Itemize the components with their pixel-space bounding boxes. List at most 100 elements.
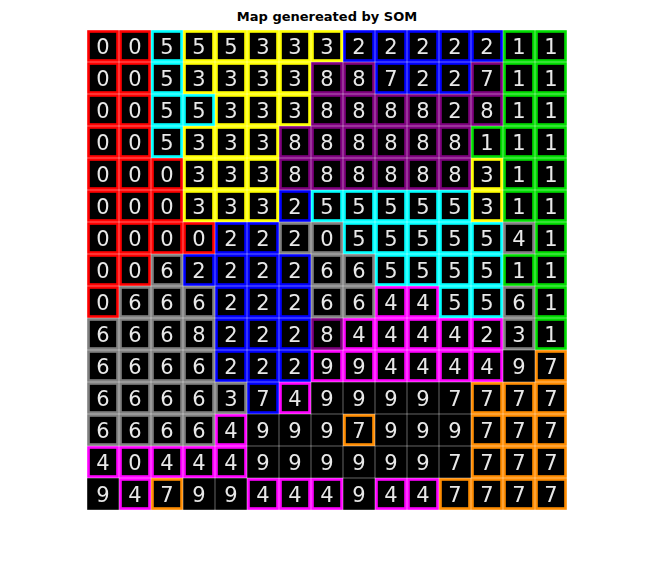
cell-digit: 4 bbox=[224, 419, 237, 443]
cell-border bbox=[249, 416, 278, 445]
cell-digit: 6 bbox=[128, 291, 141, 315]
cell: 2 bbox=[281, 192, 310, 221]
cell: 2 bbox=[345, 32, 374, 61]
cell-border bbox=[345, 224, 374, 253]
cell: 2 bbox=[249, 288, 278, 317]
cell-border bbox=[409, 448, 438, 477]
cell-digit: 3 bbox=[224, 195, 237, 219]
cell: 1 bbox=[505, 160, 534, 189]
cell-digit: 7 bbox=[448, 451, 461, 475]
cell-border bbox=[249, 128, 278, 157]
cell-border bbox=[217, 320, 246, 349]
cell-digit: 8 bbox=[352, 99, 365, 123]
cell: 7 bbox=[249, 384, 278, 413]
cell-digit: 0 bbox=[128, 67, 141, 91]
cell-border bbox=[281, 384, 310, 413]
grid-row: 666622299444497 bbox=[89, 352, 566, 381]
cell-digit: 7 bbox=[480, 419, 493, 443]
cell-digit: 5 bbox=[416, 259, 429, 283]
cell-digit: 6 bbox=[352, 291, 365, 315]
cell-border bbox=[153, 352, 182, 381]
cell: 7 bbox=[505, 416, 534, 445]
cell-border bbox=[441, 32, 470, 61]
cell-digit: 8 bbox=[480, 99, 493, 123]
cell-digit: 6 bbox=[192, 291, 205, 315]
cell-digit: 6 bbox=[160, 259, 173, 283]
cell-border bbox=[537, 320, 566, 349]
cell-digit: 8 bbox=[320, 163, 333, 187]
cell-border bbox=[185, 416, 214, 445]
cell-border bbox=[217, 352, 246, 381]
cell-border bbox=[185, 288, 214, 317]
cell-digit: 5 bbox=[448, 291, 461, 315]
cell-border bbox=[377, 448, 406, 477]
cell: 5 bbox=[377, 192, 406, 221]
cell-digit: 7 bbox=[480, 451, 493, 475]
cell: 1 bbox=[537, 288, 566, 317]
cell-border bbox=[89, 192, 118, 221]
cell: 1 bbox=[537, 256, 566, 285]
cell-border bbox=[249, 320, 278, 349]
cell-digit: 8 bbox=[352, 131, 365, 155]
cell: 2 bbox=[249, 320, 278, 349]
cell: 4 bbox=[377, 352, 406, 381]
cell-border bbox=[441, 160, 470, 189]
cell-digit: 2 bbox=[288, 355, 301, 379]
cell-border bbox=[409, 96, 438, 125]
grid-row: 066622266445561 bbox=[89, 288, 566, 317]
cell-digit: 2 bbox=[256, 323, 269, 347]
cell: 2 bbox=[217, 256, 246, 285]
cell-digit: 0 bbox=[96, 35, 109, 59]
cell-digit: 3 bbox=[224, 387, 237, 411]
cell: 4 bbox=[377, 480, 406, 509]
cell-digit: 8 bbox=[288, 163, 301, 187]
cell-border bbox=[121, 480, 150, 509]
cell-digit: 0 bbox=[128, 99, 141, 123]
cell-digit: 0 bbox=[128, 195, 141, 219]
cell-border bbox=[505, 128, 534, 157]
cell: 2 bbox=[249, 256, 278, 285]
cell-border bbox=[345, 64, 374, 93]
cell-border bbox=[473, 96, 502, 125]
cell-digit: 3 bbox=[192, 195, 205, 219]
cell-border bbox=[281, 64, 310, 93]
cell-digit: 6 bbox=[160, 387, 173, 411]
cell-digit: 1 bbox=[544, 67, 557, 91]
cell-border bbox=[217, 256, 246, 285]
cell-digit: 9 bbox=[416, 387, 429, 411]
cell-border bbox=[409, 192, 438, 221]
cell-border bbox=[409, 384, 438, 413]
cell-digit: 8 bbox=[288, 131, 301, 155]
cell-border bbox=[313, 96, 342, 125]
cell-border bbox=[249, 448, 278, 477]
grid-row: 666822284444231 bbox=[89, 320, 566, 349]
grid-row: 005333888888111 bbox=[89, 128, 566, 157]
cell-digit: 2 bbox=[256, 227, 269, 251]
cell-border bbox=[345, 384, 374, 413]
cell-border bbox=[185, 32, 214, 61]
cell-border bbox=[313, 320, 342, 349]
cell-digit: 7 bbox=[512, 419, 525, 443]
cell-digit: 1 bbox=[544, 227, 557, 251]
cell: 7 bbox=[473, 416, 502, 445]
cell-digit: 5 bbox=[160, 131, 173, 155]
cell-border bbox=[345, 96, 374, 125]
cell: 0 bbox=[313, 224, 342, 253]
cell: 2 bbox=[281, 224, 310, 253]
cell: 8 bbox=[409, 96, 438, 125]
cell-digit: 2 bbox=[288, 259, 301, 283]
cell: 6 bbox=[313, 288, 342, 317]
cell: 2 bbox=[441, 32, 470, 61]
cell-border bbox=[377, 128, 406, 157]
cell-border bbox=[89, 32, 118, 61]
cell-digit: 7 bbox=[160, 483, 173, 507]
cell-border bbox=[473, 448, 502, 477]
cell: 8 bbox=[313, 320, 342, 349]
cell-digit: 5 bbox=[384, 227, 397, 251]
cell: 9 bbox=[409, 416, 438, 445]
cell-digit: 8 bbox=[384, 163, 397, 187]
cell-digit: 3 bbox=[192, 131, 205, 155]
cell-border bbox=[441, 320, 470, 349]
cell: 0 bbox=[121, 128, 150, 157]
cell-border bbox=[313, 416, 342, 445]
